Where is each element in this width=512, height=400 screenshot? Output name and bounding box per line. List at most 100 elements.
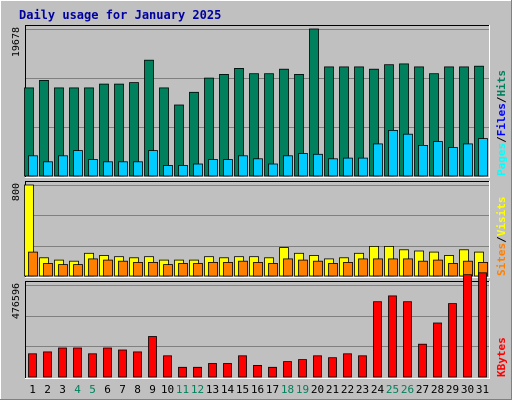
bar-kbytes-day-11	[178, 366, 187, 378]
series-label-files: Files	[495, 103, 508, 136]
bar-sites-day-21	[328, 263, 338, 277]
x-tick-label: 5	[89, 383, 96, 396]
bar-kbytes-day-14	[223, 363, 232, 378]
bar-pages-day-20	[313, 153, 323, 177]
bar-pages-day-7	[118, 161, 128, 177]
x-tick-label: 22	[341, 383, 354, 396]
bar-kbytes-day-1	[28, 353, 37, 378]
bar-kbytes-day-30	[463, 274, 472, 378]
panel-background	[25, 281, 490, 379]
x-tick-label: 14	[221, 383, 235, 396]
x-tick-label: 2	[44, 383, 51, 396]
x-tick-label: 13	[206, 383, 219, 396]
x-tick-label: 28	[431, 383, 444, 396]
bar-kbytes-day-28	[433, 322, 442, 378]
bar-kbytes-day-6	[103, 347, 112, 378]
series-label-separator: /	[495, 96, 508, 103]
bar-kbytes-day-20	[313, 355, 322, 378]
bar-sites-day-7	[118, 260, 128, 277]
bar-sites-day-16	[253, 261, 263, 277]
x-tick-label: 17	[266, 383, 279, 396]
x-tick-label: 19	[296, 383, 309, 396]
bar-sites-day-20	[313, 260, 323, 277]
x-tick-label: 9	[149, 383, 156, 396]
series-labels: Pages/Files/Hits	[495, 70, 508, 176]
bar-sites-day-15	[238, 260, 248, 277]
bar-sites-day-1	[28, 251, 38, 277]
bar-sites-day-19	[298, 259, 308, 277]
series-label-visits: Visits	[495, 197, 508, 237]
bar-kbytes-day-17	[268, 366, 277, 378]
bar-sites-day-30	[463, 260, 473, 277]
bar-kbytes-day-24	[373, 301, 382, 378]
bar-pages-day-10	[163, 165, 173, 177]
bar-kbytes-day-18	[283, 361, 292, 378]
x-tick-label: 4	[74, 383, 81, 396]
x-tick-label: 11	[176, 383, 189, 396]
bar-pages-day-11	[178, 165, 188, 177]
x-tick-label: 10	[161, 383, 174, 396]
bar-sites-day-22	[343, 261, 353, 277]
bar-sites-day-13	[208, 261, 218, 277]
bar-kbytes-day-8	[133, 351, 142, 378]
bar-sites-day-10	[163, 264, 173, 277]
bar-pages-day-13	[208, 159, 218, 177]
series-label-sites: Sites	[495, 243, 508, 276]
y-max-label: 19678	[11, 27, 22, 57]
bar-sites-day-6	[103, 259, 113, 277]
panel-hits-files-pages: 19678 Pages/Files/Hits	[11, 25, 508, 178]
bar-sites-day-5	[88, 258, 98, 277]
bar-kbytes-day-9	[148, 336, 157, 378]
bar-sites-day-3	[58, 264, 68, 277]
bar-pages-day-26	[403, 133, 413, 177]
bar-sites-day-28	[433, 259, 443, 277]
x-tick-label: 16	[251, 383, 264, 396]
bar-pages-day-9	[148, 150, 158, 177]
bar-pages-day-2	[43, 161, 53, 177]
series-labels: Sites/Visits	[495, 197, 508, 277]
bar-sites-day-4	[73, 264, 83, 277]
bar-pages-day-4	[73, 150, 83, 177]
bar-kbytes-day-2	[43, 351, 52, 378]
x-tick-label: 3	[59, 383, 66, 396]
bar-sites-day-17	[268, 263, 278, 277]
series-labels: KBytes	[495, 337, 508, 377]
x-tick-label: 31	[476, 383, 489, 396]
bar-pages-day-24	[373, 143, 383, 177]
bar-pages-day-29	[448, 147, 458, 177]
bar-pages-day-16	[253, 158, 263, 177]
x-tick-label: 15	[236, 383, 249, 396]
chart-title: Daily usage for January 2025	[19, 8, 221, 22]
x-tick-label: 24	[371, 383, 385, 396]
bar-pages-day-6	[103, 161, 113, 177]
bar-kbytes-day-13	[208, 363, 217, 378]
bar-sites-day-23	[358, 258, 368, 277]
bar-kbytes-day-3	[58, 347, 67, 378]
x-tick-label: 30	[461, 383, 474, 396]
bar-hits-day-10	[159, 87, 169, 177]
y-max-label: 476596	[11, 283, 22, 319]
bar-pages-day-3	[58, 155, 68, 177]
panel-visits-sites: 800 Sites/Visits	[11, 181, 508, 278]
bar-kbytes-day-26	[403, 301, 412, 378]
x-tick-label: 18	[281, 383, 294, 396]
bar-pages-day-18	[283, 155, 293, 177]
bar-pages-day-27	[418, 144, 428, 177]
x-tick-label: 27	[416, 383, 429, 396]
x-tick-label: 25	[386, 383, 399, 396]
x-tick-label: 23	[356, 383, 369, 396]
bar-pages-day-8	[133, 161, 143, 177]
series-label-kbytes: KBytes	[495, 337, 508, 377]
bar-sites-day-26	[403, 258, 413, 277]
x-tick-label: 7	[119, 383, 126, 396]
bar-kbytes-day-27	[418, 343, 427, 378]
bar-kbytes-day-21	[328, 357, 337, 378]
bar-pages-day-21	[328, 158, 338, 177]
bar-kbytes-day-5	[88, 353, 97, 378]
bar-sites-day-14	[223, 261, 233, 277]
bar-kbytes-day-7	[118, 349, 127, 378]
bar-pages-day-25	[388, 129, 398, 177]
x-tick-label: 6	[104, 383, 111, 396]
bar-sites-day-8	[133, 261, 143, 277]
